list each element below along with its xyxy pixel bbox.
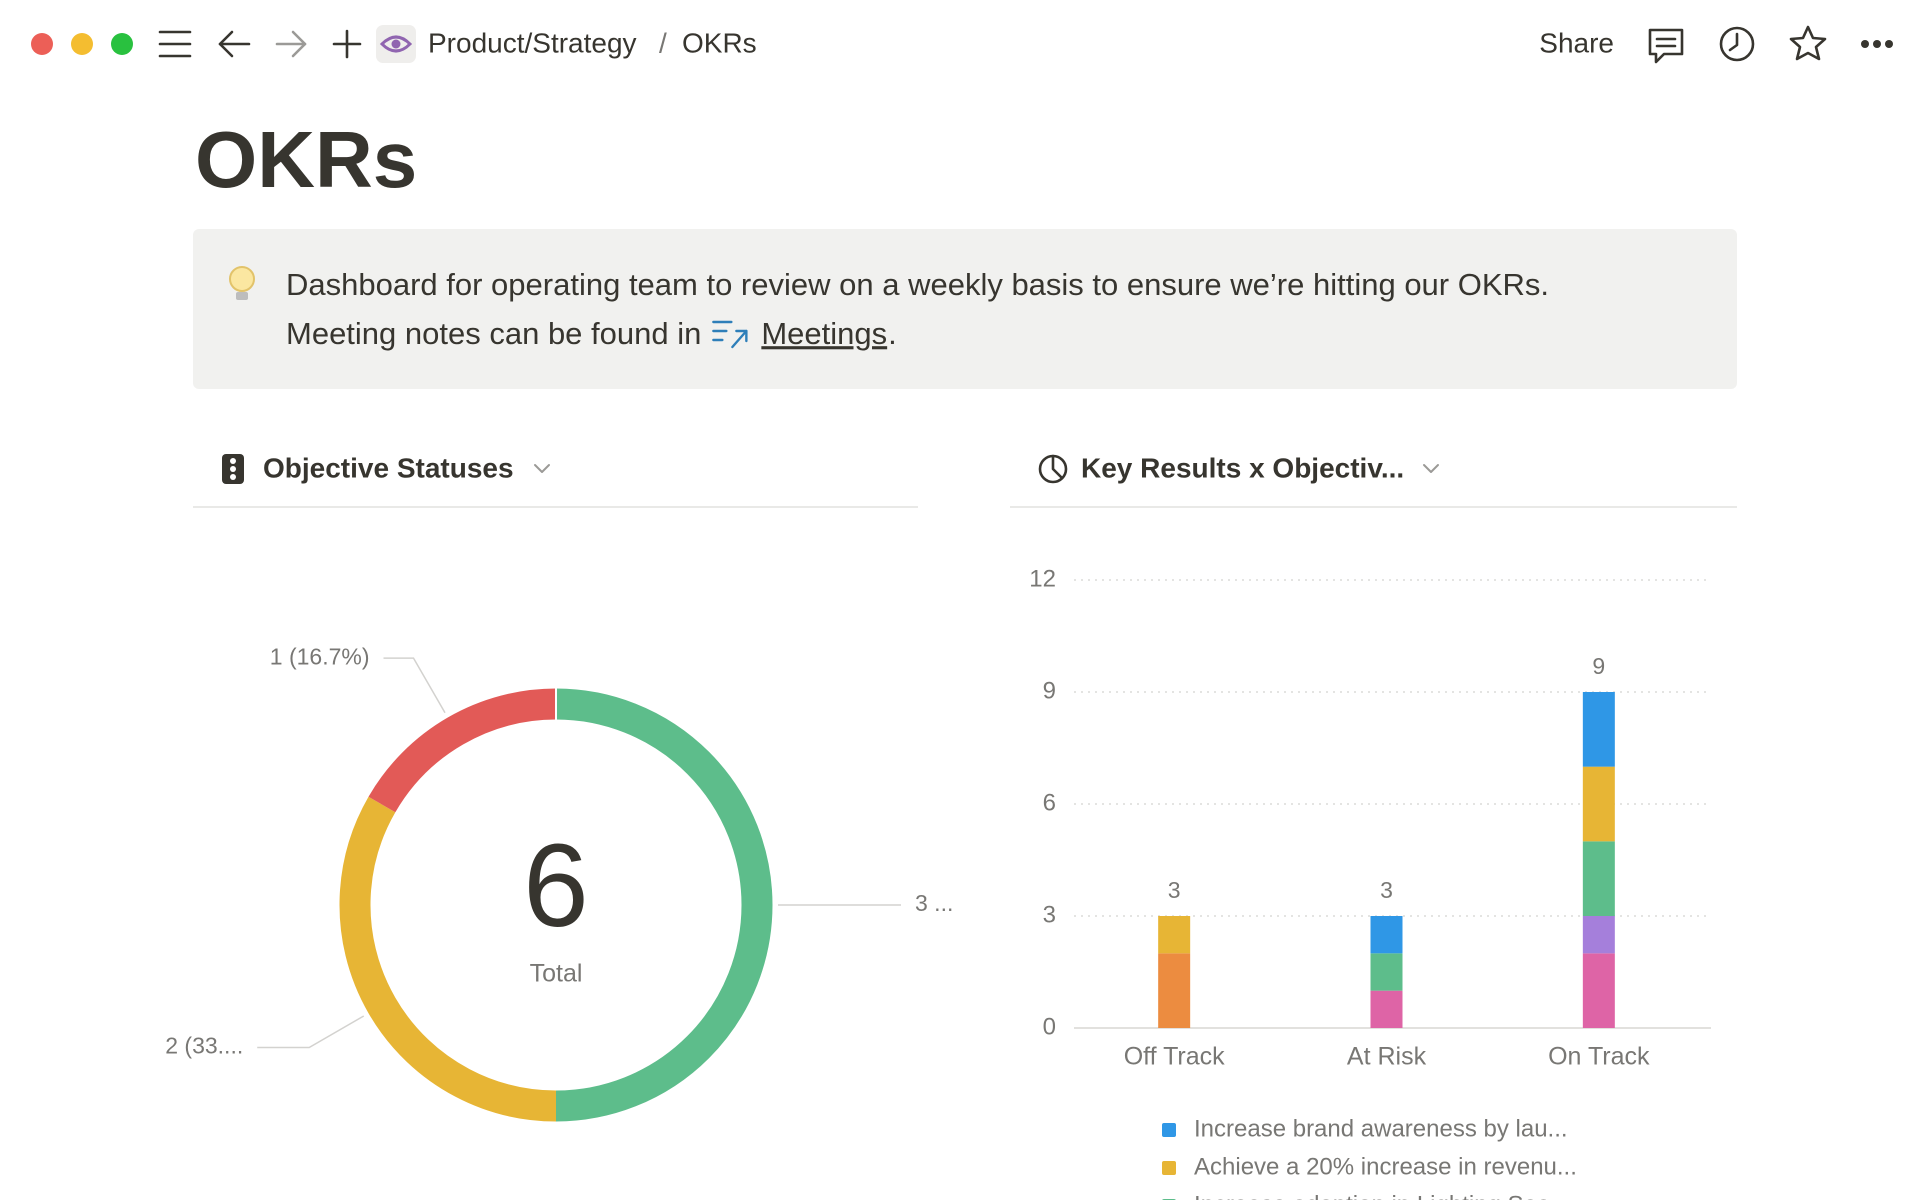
bar-segment [1370, 990, 1403, 1028]
bulb-icon [229, 266, 255, 300]
favorite-icon[interactable] [1789, 25, 1827, 61]
x-tick-label: At Risk [1347, 1043, 1427, 1071]
back-icon[interactable] [218, 30, 251, 58]
bar-total: 3 [1380, 877, 1393, 903]
y-tick-label: 3 [1043, 901, 1056, 928]
x-tick-label: On Track [1548, 1043, 1650, 1071]
bar-segment [1158, 916, 1191, 954]
zoom-button[interactable] [111, 33, 133, 55]
legend-label: Increase adoption in Lighting Sea... [1194, 1191, 1570, 1200]
leader-line [257, 1015, 365, 1049]
breadcrumb-parent[interactable]: Product/Strategy [428, 27, 637, 58]
callout-text: Meeting notes can be found in [286, 316, 701, 351]
bar-segment [1582, 916, 1615, 954]
slice-label: 1 (16.7%) [270, 643, 370, 669]
callout [193, 229, 1737, 389]
x-tick-label: Off Track [1124, 1043, 1225, 1071]
y-tick-label: 6 [1043, 789, 1056, 816]
slice-label: 3 ... [915, 890, 953, 916]
chart-title[interactable]: Key Results x Objectiv... [1081, 452, 1404, 483]
bar-segment [1582, 766, 1615, 842]
bar-segment [1158, 953, 1191, 1028]
slice-label: 2 (33.... [165, 1033, 243, 1059]
traffic-light-icon [222, 454, 244, 484]
bar-segment [1582, 692, 1615, 767]
meetings-icon [712, 320, 748, 349]
legend-label: Achieve a 20% increase in revenu... [1194, 1153, 1577, 1180]
pie-icon [1038, 454, 1068, 484]
forward-icon[interactable] [275, 30, 307, 58]
leader-line [383, 657, 446, 714]
callout-text: Dashboard for operating team to review o… [286, 267, 1549, 302]
share-button[interactable]: Share [1539, 27, 1614, 58]
eye-pupil [391, 39, 401, 49]
updates-icon[interactable] [1719, 26, 1755, 62]
bar-total: 9 [1592, 653, 1605, 679]
bar-total: 3 [1168, 877, 1181, 903]
legend-swatch [1162, 1161, 1176, 1175]
new-icon[interactable] [332, 29, 362, 59]
y-tick-label: 0 [1043, 1013, 1056, 1040]
y-tick-label: 9 [1043, 677, 1056, 704]
legend-swatch [1162, 1123, 1176, 1137]
menu-icon[interactable] [158, 30, 192, 58]
donut-total-label: Total [530, 960, 583, 988]
meetings-link[interactable]: Meetings [761, 316, 887, 351]
legend-label: Increase brand awareness by lau... [1194, 1115, 1568, 1142]
chevron[interactable] [1423, 464, 1439, 473]
bar-segment [1370, 953, 1403, 991]
page-title: OKRs [195, 115, 417, 204]
minimize-button[interactable] [71, 33, 93, 55]
comments-icon[interactable] [1648, 28, 1684, 64]
more-icon[interactable] [1861, 40, 1893, 48]
bar-segment [1582, 841, 1615, 916]
chart-title[interactable]: Objective Statuses [263, 452, 514, 483]
donut-segment [368, 688, 557, 813]
donut-total: 6 [523, 820, 589, 952]
close-button[interactable] [31, 33, 53, 55]
chevron[interactable] [534, 464, 550, 473]
bar-segment [1370, 916, 1403, 954]
breadcrumb-current[interactable]: OKRs [682, 27, 757, 58]
callout-text: Meeting notes can be found in [286, 316, 701, 351]
breadcrumb-separator: / [659, 27, 667, 58]
bar-segment [1582, 953, 1615, 1028]
donut-segment [339, 796, 557, 1122]
eye-icon [379, 35, 413, 53]
y-tick-label: 12 [1029, 565, 1056, 592]
toolbar: Product/Strategy / OKRs Share [31, 25, 1893, 64]
donut-segment [555, 688, 773, 1122]
callout-text: . [888, 316, 897, 351]
